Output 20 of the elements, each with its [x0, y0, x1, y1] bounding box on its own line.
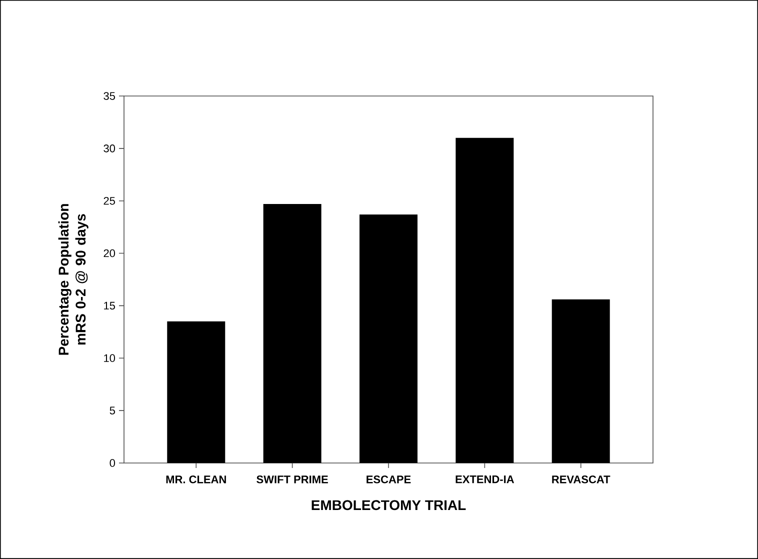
- y-tick-label: 35: [104, 92, 115, 100]
- bar: [360, 214, 418, 463]
- y-tick-label: 0: [110, 459, 116, 467]
- y-tick-label: 30: [104, 144, 116, 152]
- y-tick-label: 25: [104, 196, 115, 205]
- bar: [552, 299, 610, 463]
- x-tick-label: MR. CLEAN: [166, 476, 226, 484]
- y-tick-label: 10: [104, 354, 116, 362]
- x-tick-label: SWIFT PRIME: [256, 476, 328, 484]
- x-tick-label: EXTEND-IA: [456, 476, 514, 484]
- x-tick-label: REVASCAT: [552, 476, 610, 484]
- x-axis-title: EMBOLECTOMY TRIAL: [312, 500, 466, 510]
- bar: [167, 321, 226, 463]
- y-axis-title: Percentage Population mRS 0-2 @ 90 days: [58, 204, 88, 355]
- y-tick-label: 15: [104, 302, 115, 310]
- y-tick-label: 5: [110, 406, 115, 414]
- bar: [456, 138, 514, 463]
- x-tick-label: ESCAPE: [366, 476, 411, 484]
- y-tick-label: 20: [104, 249, 116, 258]
- bar: [263, 204, 322, 463]
